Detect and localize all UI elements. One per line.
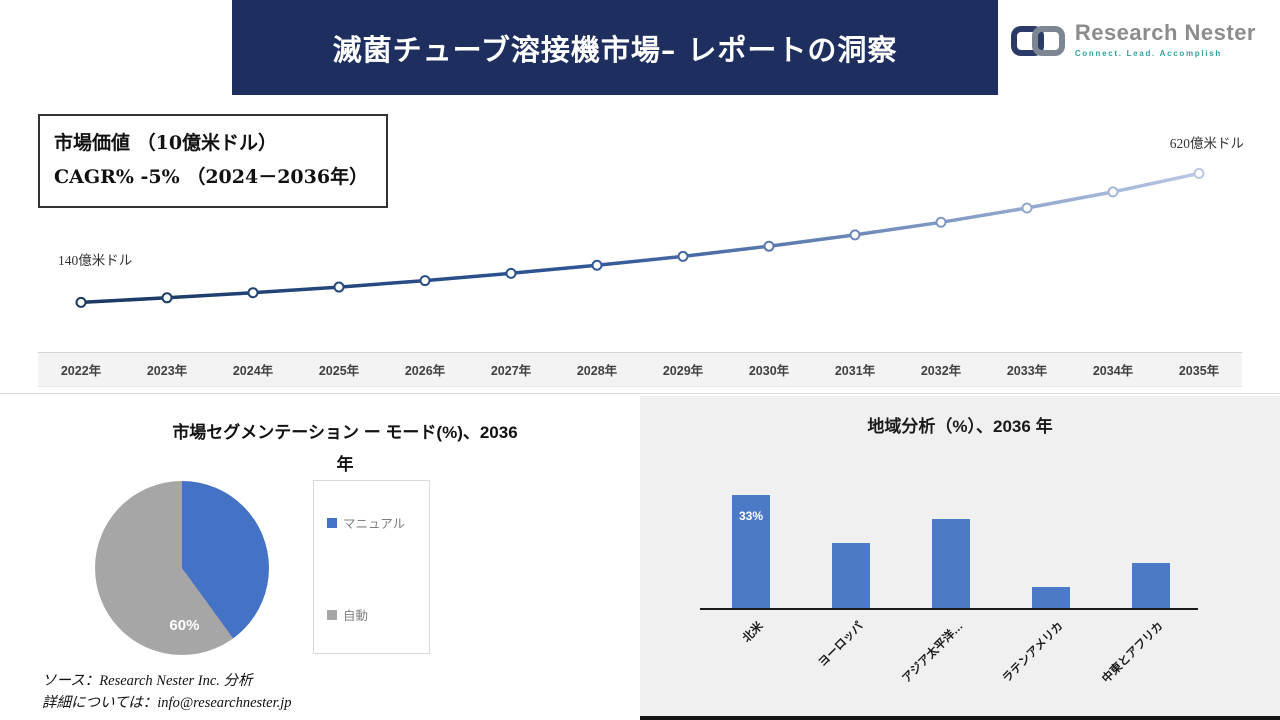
header-banner: 滅菌チューブ溶接機市場– レポートの洞察 [232, 0, 998, 95]
line-data-point [505, 267, 517, 279]
line-data-point [677, 250, 689, 262]
bar-data-label: 33% [738, 509, 764, 523]
line-data-point [1107, 186, 1119, 198]
x-axis-label: 2024年 [232, 364, 274, 378]
x-axis-label: 2028年 [576, 364, 618, 378]
footer: ソース：Research Nester Inc. 分析 詳細については：info… [42, 670, 292, 715]
line-data-point [247, 287, 259, 299]
line-data-point [333, 281, 345, 293]
legend-label-auto: 自動 [343, 609, 369, 623]
bar-2 [932, 519, 970, 608]
legend-label-manual: マニュアル [343, 517, 406, 531]
bar-0: 33% [732, 495, 770, 608]
bar-1 [832, 543, 870, 608]
page-title: 滅菌チューブ溶接機市場– レポートの洞察 [332, 32, 898, 67]
x-axis-label: 2031年 [834, 364, 876, 378]
line-data-point [419, 275, 431, 287]
bar-category-label: 中東とアフリカ [1100, 620, 1166, 686]
footer-source: ソース：Research Nester Inc. 分析 [42, 673, 253, 689]
mode-pie-chart: 60% [95, 481, 269, 655]
line-data-point [935, 216, 947, 228]
line-data-point [1193, 167, 1205, 179]
x-axis-label: 2026年 [404, 364, 446, 378]
legend-swatch-auto [327, 609, 337, 620]
legend-item-auto: 自動 [327, 605, 368, 624]
section-divider [0, 393, 1280, 394]
segmentation-title-line2: 年 [336, 455, 354, 475]
line-data-point [591, 259, 603, 271]
bar-category-label: ヨーロッパ [816, 620, 866, 670]
line-data-point [75, 296, 87, 308]
x-axis-label: 2025年 [318, 364, 360, 378]
bar-category-label: 北米 [740, 620, 766, 645]
x-axis-label: 2033年 [1006, 364, 1048, 378]
x-axis-label: 2029年 [662, 364, 704, 378]
bar-category-label: ラテンアメリカ [1000, 620, 1066, 686]
line-data-point [1021, 202, 1033, 214]
logo-tagline: Connect. Lead. Accomplish [1074, 49, 1222, 58]
market-value-info-box: 市場価値 （10億米ドル） CAGR% -5% （2024－2036年） [38, 114, 389, 209]
logo-brand-name: Research Nester [1074, 20, 1256, 45]
pie-data-label: 60% [169, 616, 200, 634]
x-axis-label: 2027年 [490, 364, 532, 378]
x-axis-label: 2035年 [1178, 364, 1220, 378]
pie-legend: マニュアル 自動 [313, 480, 430, 654]
line-series [80, 171, 1200, 305]
logo-text: Research Nester Connect. Lead. Accomplis… [1075, 20, 1256, 58]
x-axis-label: 2030年 [748, 364, 790, 378]
region-bar-chart: 33% 北米 ヨーロッパ アジア太平洋… ラテンアメリカ 中東とアフリカ [640, 396, 1280, 716]
segmentation-title: 市場セグメンテーション ー モード(%)、2036 年 [80, 417, 610, 482]
line-data-point [161, 292, 173, 304]
x-axis-label: 2023年 [146, 364, 188, 378]
region-title: 地域分析（%）、2036 年 [867, 417, 1053, 436]
footer-contact: 詳細については：info@researchnester.jp [42, 695, 292, 712]
x-axis-label: 2022年 [60, 364, 102, 378]
region-analysis-panel: 地域分析（%）、2036 年 33% 北米 ヨーロッパ アジア太平洋… ラテンアメリカ中… [640, 396, 1280, 720]
bar-4 [1132, 563, 1170, 608]
research-nester-logo: Research Nester Connect. Lead. Accomplis… [1009, 20, 1256, 67]
cagr-label: CAGR% -5% （2024－2036年） [54, 166, 369, 189]
market-line-chart [75, 167, 1205, 308]
x-axis: 2022年 2023年 2024年 2025年 2026年 2027年 2028年 2029年… [38, 352, 1242, 387]
segmentation-title-line1: 市場セグメンテーション ー モード(%)、2036 [172, 423, 518, 442]
start-value-annotation: 140億米ドル [58, 253, 133, 268]
x-axis-label: 2032年 [920, 364, 962, 378]
bar-axis-line [700, 608, 1198, 610]
bar-3 [1032, 587, 1070, 608]
legend-item-manual: マニュアル [327, 513, 405, 532]
line-data-point [763, 240, 775, 252]
chain-link-logo-icon [1009, 20, 1067, 67]
market-value-label: 市場価値 （10億米ドル） [54, 132, 278, 154]
line-data-point [849, 229, 861, 241]
bar-category-label: アジア太平洋… [900, 620, 966, 686]
x-axis-label: 2034年 [1092, 364, 1134, 378]
end-value-annotation: 620億米ドル [1169, 136, 1244, 151]
legend-swatch-manual [327, 517, 337, 528]
